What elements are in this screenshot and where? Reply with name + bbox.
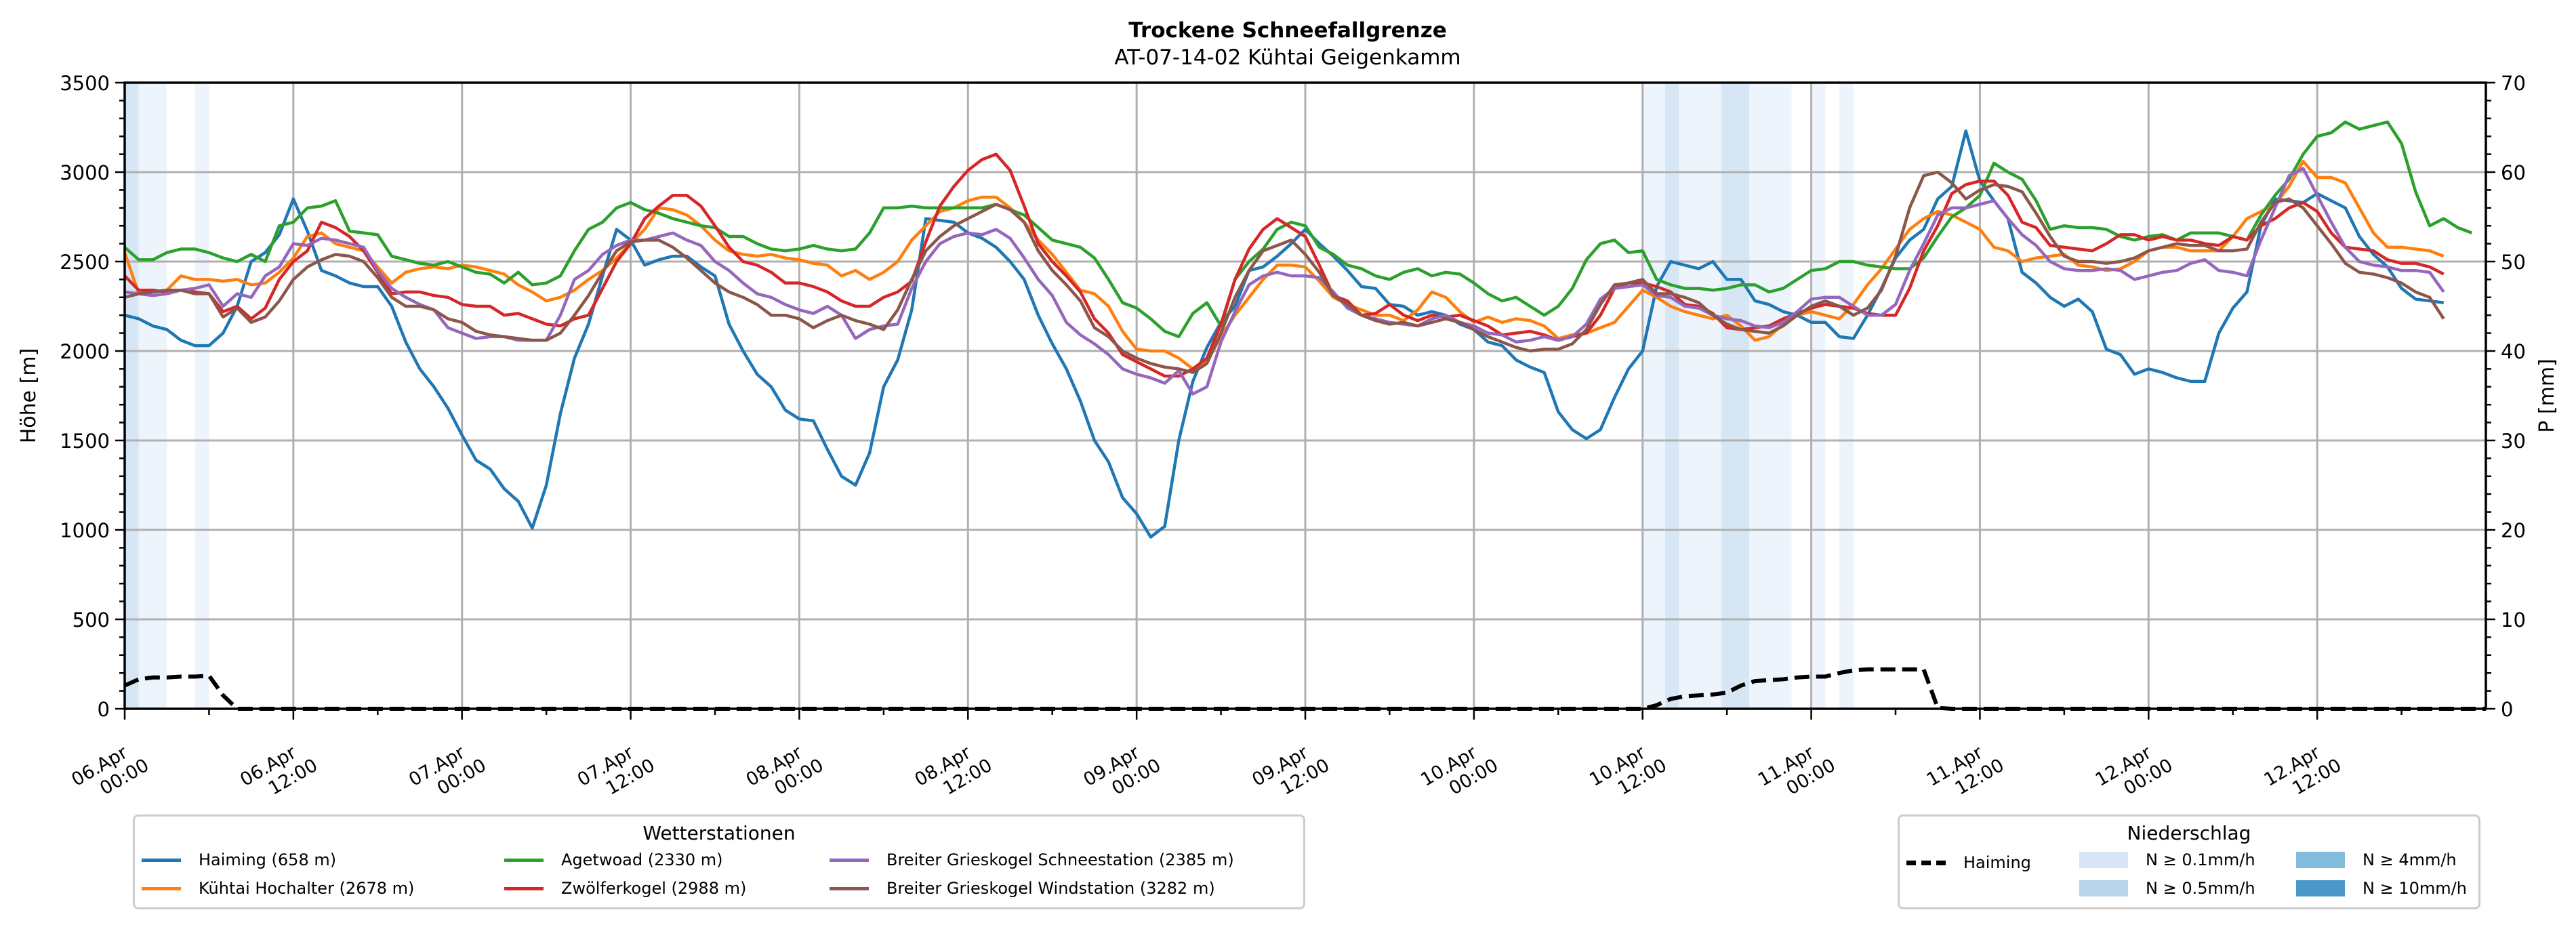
legend-item: N ≥ 0.1mm/h (2079, 850, 2255, 869)
precip-shade (1811, 83, 1826, 709)
legend-item: Kühtai Hochalter (2678 m) (142, 879, 414, 898)
legend-swatch (142, 886, 181, 890)
legend-swatch (2079, 852, 2128, 868)
legend-label: Agetwoad (2330 m) (561, 850, 723, 869)
y-right-tick-label: 30 (2501, 430, 2526, 453)
legend-swatch (2296, 852, 2345, 868)
y-axis-right-label: P [mm] (2535, 358, 2559, 432)
precip-shade (1721, 83, 1750, 709)
legend-swatch (2296, 880, 2345, 896)
legend-swatch (504, 886, 544, 890)
y-axis-label: Höhe [m] (17, 348, 41, 444)
x-tick-label: 11.Apr00:00 (1755, 736, 1839, 809)
x-tick-label: 10.Apr00:00 (1417, 736, 1502, 809)
precip-shade (1839, 83, 1854, 709)
legend-item: Zwölferkogel (2988 m) (504, 879, 746, 898)
legend-stations: Wetterstationen Haiming (658 m) Kühtai H… (133, 814, 1305, 909)
legend-item: Breiter Grieskogel Windstation (3282 m) (830, 879, 1215, 898)
y-right-tick-label: 40 (2501, 340, 2526, 363)
x-tick-label: 09.Apr00:00 (1080, 736, 1164, 809)
legend-precip: Niederschlag Haiming N ≥ 0.1mm/h N ≥ 0.5… (1898, 814, 2480, 909)
legend-label: Breiter Grieskogel Schneestation (2385 m… (886, 850, 1234, 869)
precip-shade (195, 83, 209, 709)
x-tick-label: 09.Apr12:00 (1248, 736, 1333, 809)
y-tick-label: 1000 (60, 519, 110, 542)
y-tick-label: 500 (73, 608, 110, 632)
x-tick-label: 06.Apr12:00 (237, 736, 321, 809)
y-tick-label: 2000 (60, 340, 110, 363)
legend-label: Haiming (1963, 853, 2031, 872)
precip-shade (138, 83, 167, 709)
legend-item: Haiming (1906, 853, 2031, 872)
y-tick-label: 0 (98, 698, 110, 721)
legend-item: N ≥ 0.5mm/h (2079, 879, 2255, 898)
grid (123, 81, 2486, 710)
series-line-2 (123, 120, 2473, 339)
legend-item: Breiter Grieskogel Schneestation (2385 m… (830, 850, 1234, 869)
precip-shade (1749, 83, 1792, 709)
legend-swatch (2079, 880, 2128, 896)
legend-item: N ≥ 10mm/h (2296, 879, 2467, 898)
y-tick-label: 3000 (60, 161, 110, 184)
legend-label: N ≥ 4mm/h (2363, 850, 2457, 869)
x-tick-label: 08.Apr00:00 (743, 736, 827, 809)
x-tick-label: 08.Apr12:00 (912, 736, 996, 809)
legend-label: Zwölferkogel (2988 m) (561, 879, 747, 898)
legend-swatch (142, 858, 181, 862)
x-tick-label: 07.Apr00:00 (405, 736, 490, 809)
y-right-tick-label: 50 (2501, 251, 2526, 274)
series-lines (123, 120, 2473, 539)
legend-item: Agetwoad (2330 m) (504, 850, 723, 869)
y-tick-label: 1500 (60, 430, 110, 453)
legend-item: Haiming (658 m) (142, 850, 336, 869)
y-right-tick-label: 60 (2501, 161, 2526, 184)
legend-label: Breiter Grieskogel Windstation (3282 m) (886, 879, 1215, 898)
precip-shade (125, 83, 139, 709)
legend-label: N ≥ 0.1mm/h (2146, 850, 2255, 869)
series-line-4 (124, 167, 2445, 396)
legend-swatch (830, 886, 869, 890)
legend-label: N ≥ 10mm/h (2363, 879, 2467, 898)
x-tick-label: 11.Apr12:00 (1923, 736, 2008, 809)
legend-swatch (830, 858, 869, 862)
legend-label: Kühtai Hochalter (2678 m) (199, 879, 415, 898)
legend-label: Haiming (658 m) (199, 850, 337, 869)
x-tick-label: 12.Apr00:00 (2092, 736, 2177, 809)
x-tick-label: 07.Apr12:00 (574, 736, 659, 809)
x-tick-label: 12.Apr12:00 (2260, 736, 2345, 809)
precip-shade (1679, 83, 1721, 709)
precip-shade (1642, 83, 1665, 709)
precip-shade (1664, 83, 1679, 709)
legend-stations-title: Wetterstationen (642, 822, 796, 844)
y-tick-label: 2500 (60, 251, 110, 274)
y-right-tick-label: 70 (2501, 72, 2526, 95)
y-right-tick-label: 10 (2501, 608, 2526, 632)
legend-swatch (504, 858, 544, 862)
legend-item: N ≥ 4mm/h (2296, 850, 2457, 869)
legend-precip-title: Niederschlag (2127, 822, 2251, 844)
precip-shading (125, 83, 1854, 709)
x-tick-label: 10.Apr12:00 (1586, 736, 1671, 809)
y-right-tick-label: 20 (2501, 519, 2526, 542)
y-tick-label: 3500 (60, 72, 110, 95)
legend-label: N ≥ 0.5mm/h (2146, 879, 2255, 898)
series-line-0 (124, 129, 2445, 539)
y-right-tick-label: 0 (2501, 698, 2513, 721)
series-line-5 (124, 170, 2445, 374)
chart-subtitle: AT-07-14-02 Kühtai Geigenkamm (1114, 45, 1460, 70)
chart-title: Trockene Schneefallgrenze (1128, 18, 1447, 43)
x-tick-label: 06.Apr00:00 (68, 736, 152, 809)
legend-dash-swatch (1906, 860, 1946, 865)
